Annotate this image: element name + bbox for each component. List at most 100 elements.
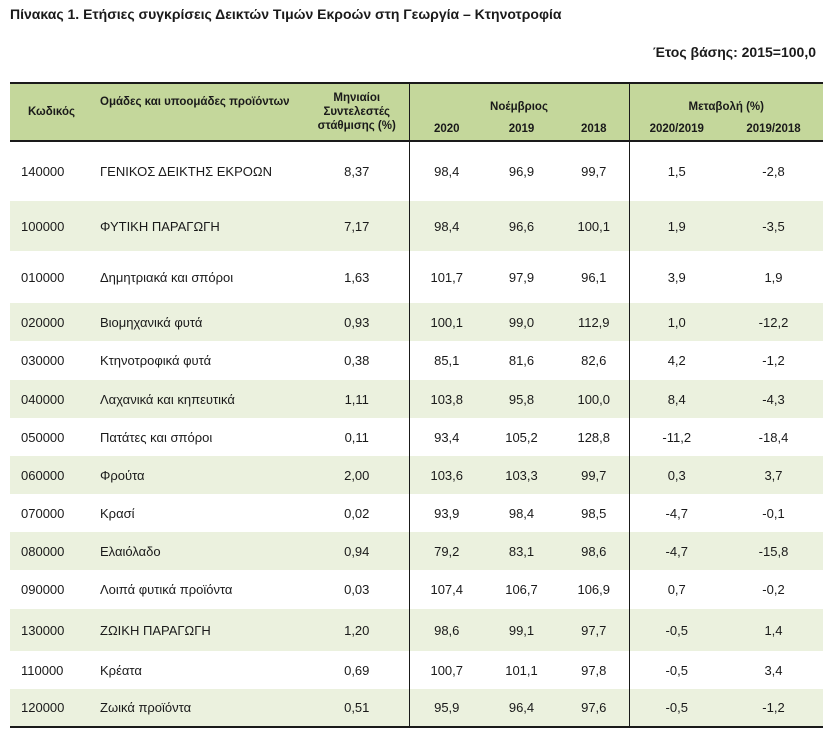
table-row: 100000 ΦΥΤΙΚΗ ΠΑΡΑΓΩΓΗ 7,17 98,4 96,6 100,1 1,… xyxy=(10,201,823,251)
row-value-2020: 85,1 xyxy=(408,341,484,380)
header-month: Νοέμβριος xyxy=(408,83,629,117)
row-change-2019-2018: 3,7 xyxy=(724,456,823,494)
row-value-2020: 107,4 xyxy=(408,570,484,609)
row-weight: 0,03 xyxy=(344,582,370,597)
row-value-2018: 100,0 xyxy=(559,380,629,418)
row-change-2019-2018: -0,2 xyxy=(762,582,785,597)
row-name: Λοιπά φυτικά προϊόντα xyxy=(100,582,233,597)
row-name: Κρασί xyxy=(100,505,135,521)
header-year-2020: 2020 xyxy=(408,117,484,141)
row-weight: 0,51 xyxy=(305,689,409,727)
row-weight: 0,94 xyxy=(305,532,409,570)
row-code: 010000 xyxy=(21,269,65,285)
row-value-2019: 96,6 xyxy=(484,201,559,251)
row-change-2020-2019: 0,7 xyxy=(628,570,724,609)
row-value-2018: 97,7 xyxy=(559,609,629,651)
row-weight: 0,11 xyxy=(344,429,369,445)
row-value-2019: 97,9 xyxy=(508,269,535,285)
row-code: 120000 xyxy=(10,689,90,727)
row-change-2020-2019: -0,5 xyxy=(628,609,724,651)
row-weight: 8,37 xyxy=(344,164,370,179)
row-value-2020: 79,2 xyxy=(408,532,484,570)
row-change-2019-2018: 1,4 xyxy=(724,609,823,651)
row-name: Ελαιόλαδο xyxy=(90,532,305,570)
row-change-2020-2019: 0,3 xyxy=(628,456,724,494)
row-value-2019: 101,1 xyxy=(505,662,538,678)
header-code: Κωδικός xyxy=(10,83,90,141)
row-value-2018: 98,6 xyxy=(559,532,629,570)
row-code: 040000 xyxy=(10,380,90,418)
row-code: 080000 xyxy=(10,532,90,570)
row-value-2019: 105,2 xyxy=(505,429,538,445)
table-row: 040000 Λαχανικά και κηπευτικά 1,11 103,8 95,… xyxy=(10,380,823,418)
row-name: Δημητριακά και σπόροι xyxy=(100,269,234,285)
row-change-2020-2019: 4,2 xyxy=(628,341,724,380)
row-value-2020: 93,4 xyxy=(408,418,484,456)
row-value-2019: 95,8 xyxy=(484,380,559,418)
row-value-2020: 100,7 xyxy=(408,651,484,689)
row-value-2018: 100,1 xyxy=(559,201,629,251)
row-change-2020-2019: 1,5 xyxy=(628,141,724,201)
row-name: Λαχανικά και κηπευτικά xyxy=(90,380,305,418)
row-value-2020: 98,4 xyxy=(408,141,484,201)
row-change-2020-2019: 8,4 xyxy=(628,380,724,418)
row-value-2019: 103,3 xyxy=(484,456,559,494)
table-title: Πίνακας 1. Ετήσιες συγκρίσεις Δεικτών Τι… xyxy=(10,6,562,22)
header-groups: Ομάδες και υποομάδες προϊόντων xyxy=(90,83,305,141)
table-row: 010000 Δημητριακά και σπόροι 1,63 101,7 97,9… xyxy=(10,251,823,303)
row-value-2018: 97,6 xyxy=(559,689,629,727)
row-value-2018: 96,1 xyxy=(581,269,607,285)
row-name: Κρέατα xyxy=(100,662,142,678)
row-value-2018: 106,9 xyxy=(577,582,611,597)
row-code: 110000 xyxy=(21,662,64,678)
row-value-2018: 99,7 xyxy=(559,456,629,494)
row-code: 060000 xyxy=(10,456,90,494)
row-change-2020-2019: 1,0 xyxy=(628,303,724,341)
header-change: Μεταβολή (%) xyxy=(628,83,823,117)
row-name: Φρούτα xyxy=(90,456,305,494)
row-value-2020: 98,4 xyxy=(408,201,484,251)
row-name: Πατάτες και σπόροι xyxy=(100,429,213,445)
row-weight: 0,02 xyxy=(344,505,370,521)
row-name: Ζωικά προϊόντα xyxy=(90,689,305,727)
table-row: 070000 Κρασί 0,02 93,9 98,4 98,5 -4,7 -0,1 xyxy=(10,494,823,532)
row-code: 070000 xyxy=(21,505,65,521)
row-name: ΖΩΙΚΗ ΠΑΡΑΓΩΓΗ xyxy=(90,609,305,651)
row-value-2018: 98,5 xyxy=(581,505,607,521)
header-year-2018: 2018 xyxy=(559,117,629,141)
row-change-2019-2018: 3,4 xyxy=(764,662,783,678)
base-year-note: Έτος βάσης: 2015=100,0 xyxy=(653,44,816,60)
table-header: Κωδικός Ομάδες και υποομάδες προϊόντων Μ… xyxy=(10,83,823,141)
row-weight: 0,69 xyxy=(344,662,370,678)
row-value-2019: 81,6 xyxy=(508,353,535,368)
row-value-2020: 98,6 xyxy=(408,609,484,651)
row-weight: 0,93 xyxy=(305,303,409,341)
row-weight: 2,00 xyxy=(305,456,409,494)
row-change-2020-2019: 1,9 xyxy=(628,201,724,251)
row-value-2018: 82,6 xyxy=(581,353,607,368)
row-weight: 1,63 xyxy=(344,269,370,285)
row-weight: 7,17 xyxy=(305,201,409,251)
table-row: 120000 Ζωικά προϊόντα 0,51 95,9 96,4 97,6 -0,5… xyxy=(10,689,823,727)
row-change-2019-2018: -2,8 xyxy=(762,164,785,179)
row-value-2020: 93,9 xyxy=(408,494,484,532)
row-change-2020-2019: -4,7 xyxy=(628,532,724,570)
row-value-2019: 96,4 xyxy=(484,689,559,727)
row-code: 140000 xyxy=(21,164,65,179)
row-code: 020000 xyxy=(10,303,90,341)
row-change-2020-2019: -4,7 xyxy=(628,494,724,532)
row-change-2019-2018: -12,2 xyxy=(724,303,823,341)
row-value-2020: 103,8 xyxy=(408,380,484,418)
table-row: 080000 Ελαιόλαδο 0,94 79,2 83,1 98,6 -4,7 -15,8 xyxy=(10,532,823,570)
row-change-2020-2019: -0,5 xyxy=(628,651,724,689)
row-change-2020-2019: 3,9 xyxy=(628,251,724,303)
row-change-2020-2019: -0,5 xyxy=(628,689,724,727)
table-row: 060000 Φρούτα 2,00 103,6 103,3 99,7 0,3 3,7 xyxy=(10,456,823,494)
row-change-2019-2018: 1,9 xyxy=(764,269,783,285)
header-weights: Μηνιαίοι Συντελεστές στάθμισης (%) xyxy=(305,83,409,141)
row-value-2018: 99,7 xyxy=(581,164,607,179)
row-value-2020: 95,9 xyxy=(408,689,484,727)
row-change-2019-2018: -18,4 xyxy=(758,429,789,445)
table-row: 030000 Κτηνοτροφικά φυτά 0,38 85,1 81,6 82,6 4… xyxy=(10,341,823,380)
row-code: 100000 xyxy=(10,201,90,251)
